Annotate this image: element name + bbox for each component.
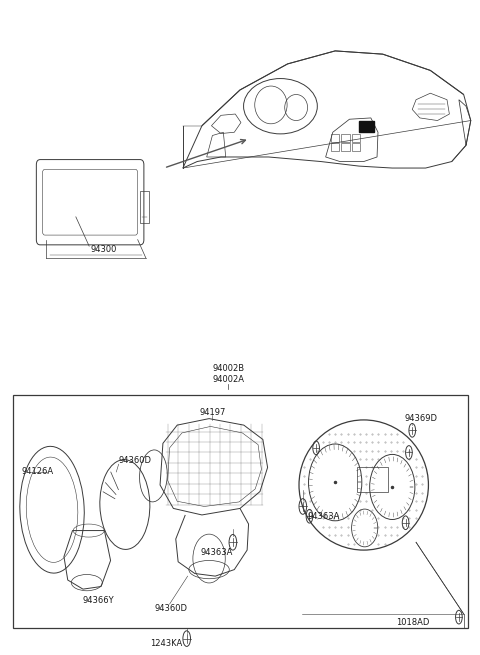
Text: 94363A: 94363A bbox=[201, 548, 233, 557]
Text: 94300: 94300 bbox=[90, 245, 117, 254]
Bar bbox=[331, 134, 339, 142]
Text: 1018AD: 1018AD bbox=[396, 618, 430, 627]
Text: 94363A: 94363A bbox=[308, 512, 340, 521]
Text: 94126A: 94126A bbox=[21, 468, 53, 476]
Text: 94360D: 94360D bbox=[155, 604, 187, 613]
Bar bbox=[352, 143, 360, 151]
Bar bbox=[12, 395, 468, 628]
Bar bbox=[331, 143, 339, 151]
Bar bbox=[140, 191, 149, 223]
Text: 94002B: 94002B bbox=[212, 364, 244, 373]
Bar bbox=[341, 143, 350, 151]
Bar bbox=[357, 468, 387, 492]
Bar bbox=[359, 121, 374, 132]
Text: 1243KA: 1243KA bbox=[151, 639, 183, 648]
Bar bbox=[352, 134, 360, 142]
Text: 94369D: 94369D bbox=[404, 414, 437, 423]
Text: 94197: 94197 bbox=[199, 407, 226, 417]
Text: 94002A: 94002A bbox=[212, 375, 244, 384]
Text: 94366Y: 94366Y bbox=[82, 596, 114, 605]
Bar bbox=[341, 134, 350, 142]
Text: 94360D: 94360D bbox=[119, 457, 152, 466]
